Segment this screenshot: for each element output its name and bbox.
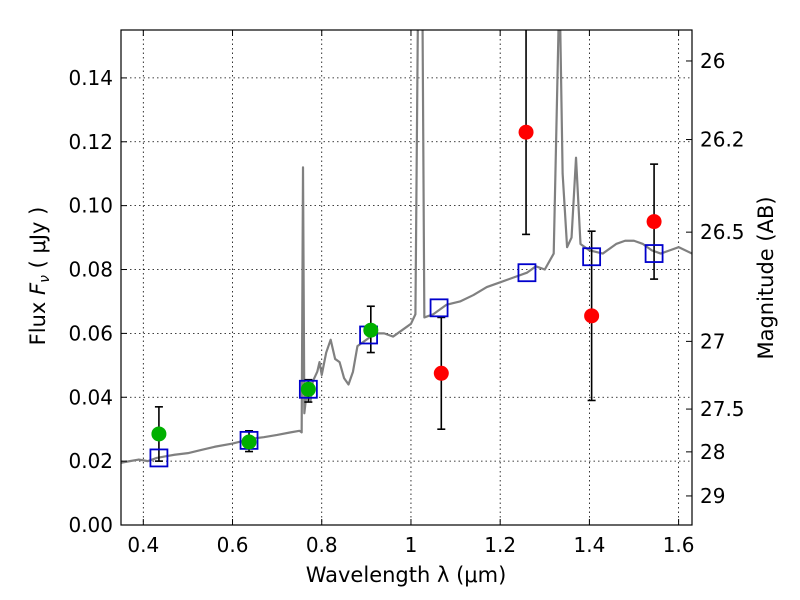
y-axis-label-symbol: F (26, 282, 50, 295)
y2-tick-label: 26.5 (700, 220, 745, 244)
y-tick-label: 0.06 (68, 321, 113, 345)
axis-ticks: 0.4 0.6 0.8 1 1.2 1.4 1.6 0.00 0.02 0.04 0.06 0.08 0… (68, 30, 745, 557)
model-photometry-square (644, 244, 664, 263)
model-photometry-square (298, 379, 318, 399)
y-tick-label: 0.08 (68, 258, 113, 282)
red-data-point (518, 124, 534, 140)
y-tick-label: 0.14 (68, 66, 113, 90)
y2-tick-label: 26.2 (700, 128, 745, 152)
y2-tick-label: 27 (700, 329, 725, 353)
y2-tick-label: 29 (700, 484, 725, 508)
grid (121, 30, 692, 526)
y2-tick-label: 26 (700, 49, 725, 73)
model-photometry-square (582, 247, 602, 267)
x-tick-label: 0.8 (306, 533, 338, 557)
y2-tick-label: 28 (700, 440, 725, 464)
y-axis-label-unit: ( μJy ) (26, 207, 50, 275)
x-tick-label: 0.6 (217, 533, 249, 557)
y-tick-label: 0.02 (68, 449, 113, 473)
x-tick-label: 1 (405, 533, 418, 557)
x-axis-label: Wavelength λ (μm) (306, 563, 507, 587)
y-axis-label: Flux Fν ( μJy ) (26, 207, 53, 346)
x-tick-label: 1.4 (573, 533, 605, 557)
y-tick-label: 0.12 (68, 130, 113, 154)
red-data-point (433, 365, 449, 381)
green-data-point (241, 434, 257, 450)
red-data-point (584, 308, 600, 324)
y2-tick-label: 27.5 (700, 397, 745, 421)
y-tick-label: 0.04 (68, 385, 113, 409)
x-tick-label: 1.2 (484, 533, 516, 557)
y-axis-label-subscript: ν (37, 275, 53, 283)
green-data-point (300, 381, 316, 397)
data-markers (149, 124, 664, 468)
plot-frame (120, 29, 693, 526)
model-photometry-square (517, 263, 537, 283)
y-tick-label: 0.10 (68, 194, 113, 218)
y2-axis-label: Magnitude (AB) (754, 196, 778, 359)
y-tick-label: 0.00 (68, 513, 113, 537)
model-photometry-square (149, 448, 169, 468)
model-photometry-square (429, 298, 449, 318)
green-data-point (151, 426, 167, 442)
green-data-point (363, 322, 379, 338)
y-axis-label-prefix: Flux (26, 295, 50, 345)
red-data-point (646, 214, 662, 230)
x-tick-label: 0.4 (127, 533, 159, 557)
x-tick-label: 1.6 (663, 533, 695, 557)
